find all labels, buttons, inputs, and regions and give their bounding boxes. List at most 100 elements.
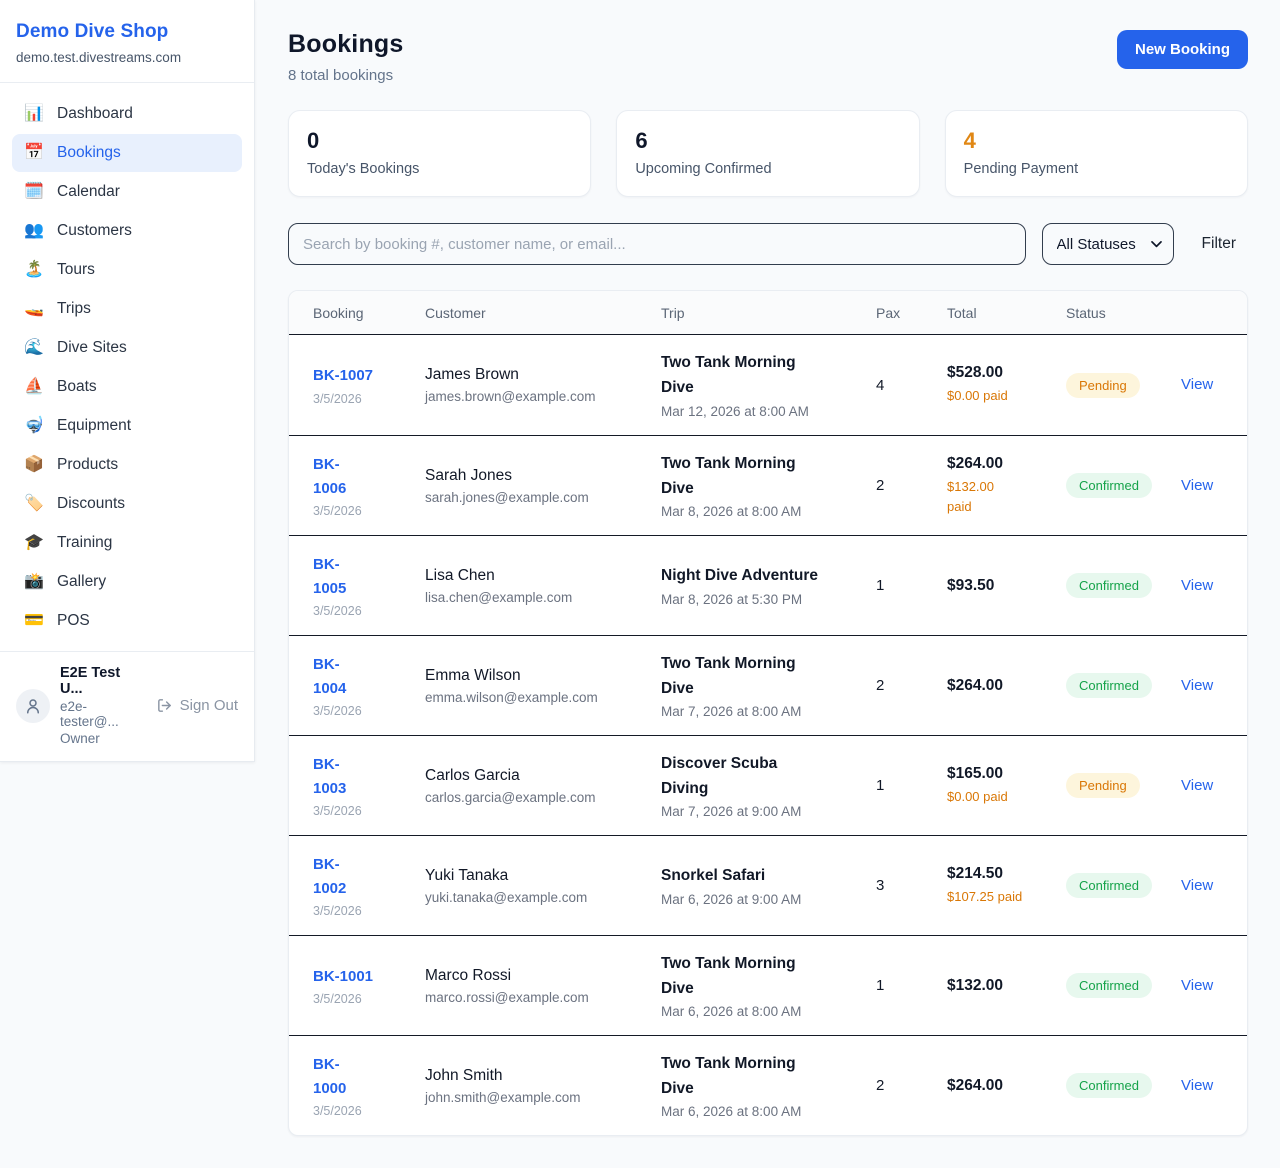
sidebar-item-dashboard[interactable]: 📊 Dashboard	[12, 95, 242, 133]
booking-number-link[interactable]: BK- 1000	[313, 1056, 347, 1097]
booking-date: 3/5/2026	[313, 992, 362, 1007]
view-link[interactable]: View	[1181, 976, 1214, 994]
customers-icon: 👥	[24, 222, 44, 239]
pax-count: 2	[876, 1077, 885, 1094]
sidebar-item-products[interactable]: 📦 Products	[12, 446, 242, 484]
page-title: Bookings	[288, 30, 404, 58]
total-amount: $528.00	[947, 364, 1004, 382]
sidebar-item-pos[interactable]: 💳 POS	[12, 602, 242, 640]
trip-name: Night Dive Adventure	[661, 567, 819, 585]
view-link[interactable]: View	[1181, 676, 1214, 694]
sidebar-nav: 📊 Dashboard 📅 Bookings 🗓️ Calendar 👥 Cus…	[0, 83, 254, 651]
booking-number-link[interactable]: BK- 1006	[313, 456, 347, 497]
view-link[interactable]: View	[1181, 1076, 1214, 1094]
sidebar-item-dive-sites[interactable]: 🌊 Dive Sites	[12, 329, 242, 367]
user-email: e2e-tester@...	[60, 699, 119, 729]
booking-number-link[interactable]: BK-1007	[313, 367, 374, 385]
stat-label: Pending Payment	[963, 161, 1079, 177]
brand: Demo Dive Shop demo.test.divestreams.com	[0, 0, 254, 83]
status-filter-select[interactable]: All Statuses	[1041, 223, 1174, 265]
status-badge: Confirmed	[1066, 673, 1152, 698]
booking-date: 3/5/2026	[313, 1103, 362, 1118]
pax-count: 2	[876, 477, 885, 494]
sidebar-item-calendar[interactable]: 🗓️ Calendar	[12, 173, 242, 211]
trip-datetime: Mar 12, 2026 at 8:00 AM	[661, 403, 809, 419]
customer-email: marco.rossi@example.com	[425, 989, 589, 1005]
customer-email: sarah.jones@example.com	[425, 489, 589, 505]
total-amount: $132.00	[947, 976, 1004, 994]
sidebar-item-boats[interactable]: ⛵ Boats	[12, 368, 242, 406]
booking-number-link[interactable]: BK- 1004	[313, 656, 347, 697]
new-booking-button[interactable]: New Booking	[1116, 30, 1248, 69]
stat-value: 4	[963, 128, 976, 153]
discounts-icon: 🏷️	[24, 495, 44, 512]
table-row: BK- 1006 3/5/2026 Sarah Jones sarah.jone…	[289, 435, 1247, 535]
filter-button[interactable]: Filter	[1190, 235, 1248, 253]
dive-sites-icon: 🌊	[24, 339, 44, 356]
trips-icon: 🚤	[24, 300, 44, 317]
sidebar-item-label: Calendar	[57, 183, 120, 200]
view-link[interactable]: View	[1181, 776, 1214, 794]
customer-email: james.brown@example.com	[425, 389, 596, 404]
trip-name: Snorkel Safari	[661, 867, 766, 885]
sidebar-item-trips[interactable]: 🚤 Trips	[12, 290, 242, 328]
customer-name: Sarah Jones	[425, 466, 513, 484]
booking-number-link[interactable]: BK- 1005	[313, 556, 347, 597]
status-badge: Pending	[1066, 773, 1140, 798]
view-link[interactable]: View	[1181, 576, 1214, 594]
view-link[interactable]: View	[1181, 376, 1214, 393]
total-amount: $264.00	[947, 1076, 1004, 1094]
customer-name: Yuki Tanaka	[425, 866, 509, 884]
column-header-status: Status	[1066, 304, 1106, 321]
view-link[interactable]: View	[1181, 476, 1214, 494]
page-title-block: Bookings 8 total bookings	[288, 30, 404, 84]
stat-card: 4 Pending Payment	[944, 110, 1248, 197]
gallery-icon: 📸	[24, 573, 44, 590]
stat-card: 0 Today's Bookings	[288, 110, 592, 197]
sidebar-item-label: Training	[57, 534, 113, 551]
trip-datetime: Mar 6, 2026 at 8:00 AM	[661, 1104, 802, 1120]
booking-number-link[interactable]: BK-1001	[313, 967, 374, 985]
booking-date: 3/5/2026	[313, 503, 362, 518]
stat-card: 6 Upcoming Confirmed	[616, 110, 920, 197]
sidebar-item-label: Tours	[57, 261, 95, 278]
sidebar-item-tours[interactable]: 🏝️ Tours	[12, 251, 242, 289]
sidebar-item-discounts[interactable]: 🏷️ Discounts	[12, 485, 242, 523]
total-amount: $214.50	[947, 864, 1004, 882]
trip-datetime: Mar 8, 2026 at 8:00 AM	[661, 504, 802, 520]
sidebar-item-customers[interactable]: 👥 Customers	[12, 212, 242, 250]
trip-name: Two Tank Morning Dive	[661, 654, 796, 697]
column-header-booking: Booking	[313, 304, 364, 321]
customer-email: carlos.garcia@example.com	[425, 789, 596, 805]
sidebar-item-label: Trips	[57, 300, 91, 317]
booking-date: 3/5/2026	[313, 803, 362, 818]
table-body: BK-1007 3/5/2026 James Brown james.brown…	[289, 335, 1247, 1135]
products-icon: 📦	[24, 456, 44, 473]
page-header: Bookings 8 total bookings New Booking	[288, 30, 1248, 84]
sidebar-item-gallery[interactable]: 📸 Gallery	[12, 563, 242, 601]
booking-date: 3/5/2026	[313, 903, 362, 918]
sidebar-item-training[interactable]: 🎓 Training	[12, 524, 242, 562]
trip-datetime: Mar 8, 2026 at 5:30 PM	[661, 591, 803, 607]
training-icon: 🎓	[24, 534, 44, 551]
paid-amount: $0.00 paid	[947, 788, 1008, 804]
booking-number-link[interactable]: BK- 1002	[313, 856, 347, 897]
main-content: Bookings 8 total bookings New Booking 0 …	[256, 0, 1280, 1168]
total-amount: $264.00	[947, 676, 1004, 694]
bookings-icon: 📅	[24, 144, 44, 161]
search-input[interactable]	[288, 223, 1026, 265]
sign-out-button[interactable]: Sign Out	[156, 697, 238, 714]
column-header-total: Total	[947, 304, 977, 321]
sidebar-item-label: Customers	[57, 222, 132, 239]
trip-name: Two Tank Morning Dive	[661, 454, 796, 497]
stat-label: Upcoming Confirmed	[635, 161, 772, 177]
sidebar-item-bookings[interactable]: 📅 Bookings	[12, 134, 242, 172]
booking-number-link[interactable]: BK- 1003	[313, 756, 347, 797]
table-row: BK-1007 3/5/2026 James Brown james.brown…	[289, 335, 1247, 435]
sidebar-item-equipment[interactable]: 🤿 Equipment	[12, 407, 242, 445]
sidebar-item-label: Boats	[57, 378, 97, 395]
view-link[interactable]: View	[1181, 876, 1214, 894]
status-badge: Confirmed	[1066, 573, 1152, 598]
pax-count: 1	[876, 977, 885, 994]
column-header-customer: Customer	[425, 304, 486, 321]
